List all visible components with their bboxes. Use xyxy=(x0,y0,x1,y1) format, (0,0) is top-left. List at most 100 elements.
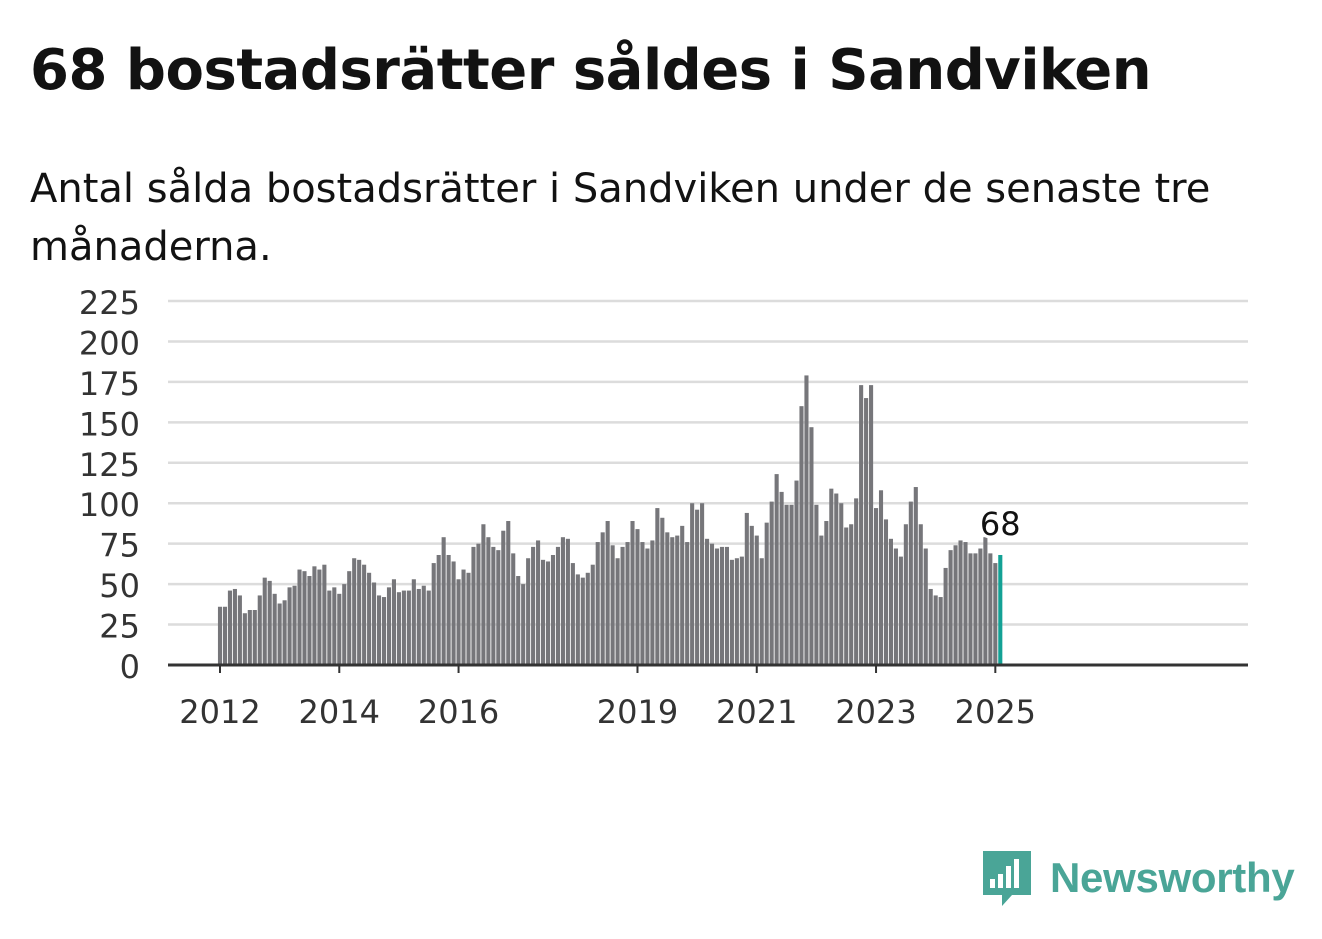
bar xyxy=(729,559,734,665)
bar xyxy=(799,406,804,665)
bar-highlight xyxy=(998,554,1003,665)
bar xyxy=(864,398,869,665)
bar xyxy=(640,542,645,665)
bar xyxy=(372,582,377,665)
bar-chart-speech-bubble-icon xyxy=(983,851,1031,906)
bar xyxy=(660,517,665,665)
bar xyxy=(327,590,332,665)
bar xyxy=(675,535,680,665)
bar xyxy=(913,487,918,665)
bar xyxy=(451,561,456,665)
bar xyxy=(565,538,570,665)
bar xyxy=(625,542,630,665)
bar xyxy=(620,546,625,665)
bar xyxy=(381,597,387,665)
bar xyxy=(695,509,700,665)
bar xyxy=(948,550,953,665)
bar xyxy=(933,595,938,665)
bar xyxy=(789,504,794,665)
bar xyxy=(968,553,973,665)
y-tick-label: 75 xyxy=(99,527,140,565)
bar xyxy=(665,532,670,665)
bar xyxy=(511,553,516,665)
bar xyxy=(332,587,337,665)
bar xyxy=(754,535,759,665)
x-tick-label: 2021 xyxy=(716,693,797,731)
bar xyxy=(247,610,252,665)
chart-title: 68 bostadsrätter såldes i Sandviken xyxy=(30,38,1152,103)
bar xyxy=(401,590,406,665)
bar xyxy=(888,538,893,665)
bar xyxy=(804,375,809,665)
newsworthy-logo: Newsworthy xyxy=(980,848,1295,908)
y-tick-label: 100 xyxy=(79,486,140,524)
bar xyxy=(441,537,446,665)
chart-subtitle: Antal sålda bostadsrätter i Sandviken un… xyxy=(30,166,1211,270)
bar xyxy=(993,563,998,665)
bar xyxy=(262,577,267,665)
bar xyxy=(302,571,307,665)
x-tick-label: 2023 xyxy=(835,693,916,731)
bar xyxy=(456,579,461,665)
y-tick-label: 25 xyxy=(99,608,140,646)
bar xyxy=(297,569,302,665)
bar xyxy=(486,537,491,665)
bar xyxy=(630,521,635,665)
bar xyxy=(928,588,933,665)
bar xyxy=(983,537,988,665)
bar xyxy=(476,543,481,665)
bar xyxy=(272,593,277,665)
bar xyxy=(645,548,650,665)
bar xyxy=(685,542,690,665)
bar xyxy=(794,480,799,665)
bar xyxy=(824,521,829,665)
bar xyxy=(481,524,486,665)
bar xyxy=(923,548,928,665)
bar xyxy=(516,576,521,665)
bar xyxy=(605,521,610,665)
bar xyxy=(759,558,764,665)
y-tick-label: 225 xyxy=(79,284,140,322)
bar xyxy=(680,525,685,665)
bar xyxy=(779,491,784,665)
bar xyxy=(471,546,476,665)
bar xyxy=(749,525,754,665)
bar xyxy=(764,522,769,665)
bar xyxy=(973,553,978,665)
bar xyxy=(466,572,471,665)
bar xyxy=(719,546,725,665)
bar xyxy=(501,530,506,665)
bar xyxy=(222,606,228,665)
bar xyxy=(898,556,903,665)
bar xyxy=(322,564,327,665)
bar xyxy=(342,584,347,665)
bar xyxy=(237,595,242,665)
bar xyxy=(829,488,834,665)
bar xyxy=(446,554,451,665)
bars xyxy=(217,375,1003,665)
bar xyxy=(257,595,262,665)
bar xyxy=(714,548,720,665)
bar xyxy=(918,524,923,665)
bar xyxy=(690,503,695,665)
bar xyxy=(376,595,382,665)
bar xyxy=(337,593,342,665)
bar xyxy=(347,571,352,665)
bar xyxy=(734,558,739,665)
x-tick-label: 2014 xyxy=(299,693,380,731)
y-tick-label: 50 xyxy=(99,567,140,605)
bar xyxy=(496,550,501,665)
bar xyxy=(854,498,859,665)
bar xyxy=(426,590,431,665)
bar xyxy=(869,385,874,665)
bar xyxy=(814,504,819,665)
bar xyxy=(292,585,297,665)
bar xyxy=(819,535,824,665)
bar xyxy=(550,554,556,665)
bar xyxy=(521,584,526,665)
bar xyxy=(431,563,436,665)
bar xyxy=(963,542,968,665)
bar xyxy=(252,610,257,665)
y-tick-label: 125 xyxy=(79,446,140,484)
